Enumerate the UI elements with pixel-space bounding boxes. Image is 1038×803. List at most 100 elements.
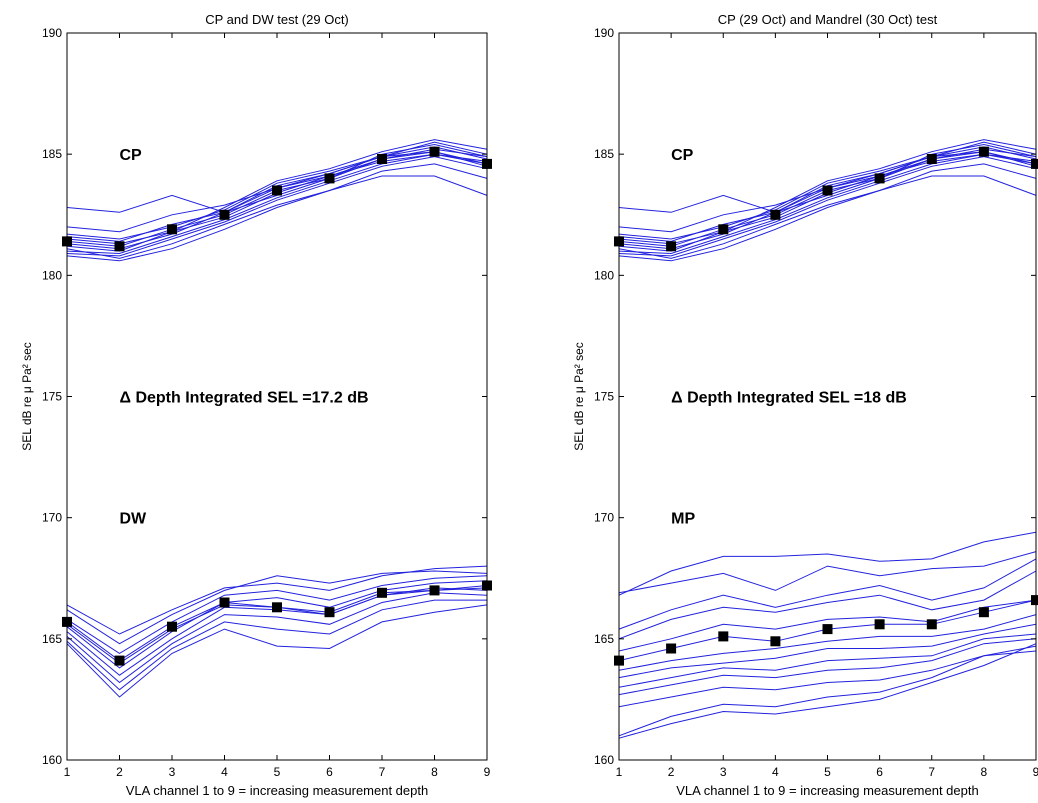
mean-marker <box>1031 158 1038 169</box>
series-line <box>618 650 1037 737</box>
x-tick-label: 3 <box>169 765 176 779</box>
x-tick-label: 5 <box>274 765 281 779</box>
chart-panel-1: 1 2 3 4 5 6 7 8 9 160 165 170 175 180 185 190 CP and DW … <box>20 12 492 798</box>
chart-annotation: CP <box>671 147 694 164</box>
mean-marker <box>666 241 677 252</box>
mean-marker <box>718 224 729 235</box>
series-line <box>618 638 1037 696</box>
x-tick-label: 6 <box>876 765 883 779</box>
series-line <box>66 153 488 255</box>
y-tick-label: 180 <box>594 268 614 282</box>
x-tick-label: 1 <box>64 765 71 779</box>
chart-title: CP and DW test (29 Oct) <box>205 12 349 27</box>
mean-marker <box>718 631 729 642</box>
y-tick-label: 160 <box>42 753 62 767</box>
chart-annotation: MP <box>671 511 695 528</box>
series-line <box>618 558 1037 630</box>
series-line <box>66 156 488 257</box>
y-tick-label: 180 <box>42 268 62 282</box>
y-tick-label: 160 <box>594 753 614 767</box>
x-axis-label: VLA channel 1 to 9 = increasing measurem… <box>126 783 428 798</box>
series-line <box>66 163 488 259</box>
mean-marker <box>874 619 885 630</box>
y-tick-label: 175 <box>42 390 62 404</box>
mean-marker <box>926 154 937 164</box>
series-line <box>618 599 1037 652</box>
chart-annotation: Δ Depth Integrated SEL =18 dB <box>671 390 907 407</box>
series-line <box>618 643 1037 739</box>
mean-marker <box>822 185 833 196</box>
mean-marker <box>324 607 335 618</box>
x-axis-label: VLA channel 1 to 9 = increasing measurem… <box>676 783 978 798</box>
chart-annotation: CP <box>120 147 143 164</box>
series-line <box>66 599 487 691</box>
series-line <box>66 570 488 645</box>
series-line <box>66 575 488 654</box>
x-tick-label: 9 <box>484 765 491 779</box>
mean-marker <box>666 643 677 654</box>
mean-marker <box>1031 595 1038 606</box>
series-line <box>66 141 488 240</box>
mean-marker <box>926 619 937 630</box>
mean-marker <box>377 154 387 164</box>
series-line <box>66 587 488 676</box>
x-tick-label: 2 <box>116 765 123 779</box>
series-line <box>618 633 1037 688</box>
x-tick-label: 9 <box>1033 765 1038 779</box>
series-line <box>618 623 1037 679</box>
mean-marker <box>167 621 177 632</box>
series-line <box>618 163 1037 259</box>
y-axis-label: SEL dB re μ Pa² sec <box>572 342 586 451</box>
series-line <box>618 156 1037 257</box>
mean-marker <box>272 602 282 613</box>
series-line <box>66 565 488 635</box>
series-line <box>618 551 1037 594</box>
y-tick-label: 175 <box>594 390 614 404</box>
mean-marker <box>978 607 989 618</box>
chart-annotation: DW <box>120 511 148 528</box>
mean-marker <box>219 597 230 608</box>
y-tick-label: 170 <box>42 511 62 525</box>
x-tick-label: 4 <box>772 765 779 779</box>
x-tick-label: 8 <box>981 765 988 779</box>
series-line <box>66 151 488 247</box>
x-tick-label: 7 <box>928 765 935 779</box>
mean-marker <box>429 146 440 157</box>
x-tick-label: 2 <box>668 765 675 779</box>
mean-marker <box>429 585 440 596</box>
x-tick-label: 7 <box>379 765 386 779</box>
y-tick-label: 185 <box>42 147 62 161</box>
series-line <box>66 585 488 662</box>
x-tick-label: 4 <box>221 765 228 779</box>
series-line <box>618 645 1037 708</box>
series-line <box>618 531 1037 596</box>
mean-marker <box>324 173 335 184</box>
mean-marker <box>770 209 781 220</box>
mean-marker <box>219 209 230 220</box>
series-line <box>66 580 488 669</box>
y-axis-label: SEL dB re μ Pa² sec <box>20 342 34 451</box>
series-line <box>66 592 488 684</box>
mean-marker <box>114 241 125 252</box>
series-line <box>618 139 1037 245</box>
series-line <box>618 153 1037 255</box>
x-tick-label: 1 <box>616 765 623 779</box>
mean-marker <box>377 587 387 598</box>
mean-marker <box>978 146 989 157</box>
series-line <box>618 141 1037 240</box>
series-line <box>618 570 1037 640</box>
x-tick-label: 3 <box>720 765 727 779</box>
series-line <box>618 151 1037 247</box>
mean-marker <box>272 185 282 196</box>
chart-annotation: Δ Depth Integrated SEL =17.2 dB <box>120 390 369 407</box>
y-tick-label: 165 <box>42 632 62 646</box>
series-line <box>66 175 488 262</box>
x-tick-label: 6 <box>326 765 333 779</box>
mean-marker <box>167 224 177 235</box>
x-tick-label: 8 <box>431 765 438 779</box>
x-tick-label: 5 <box>824 765 831 779</box>
y-tick-label: 185 <box>594 147 614 161</box>
series-line <box>66 139 488 245</box>
y-tick-label: 170 <box>594 511 614 525</box>
